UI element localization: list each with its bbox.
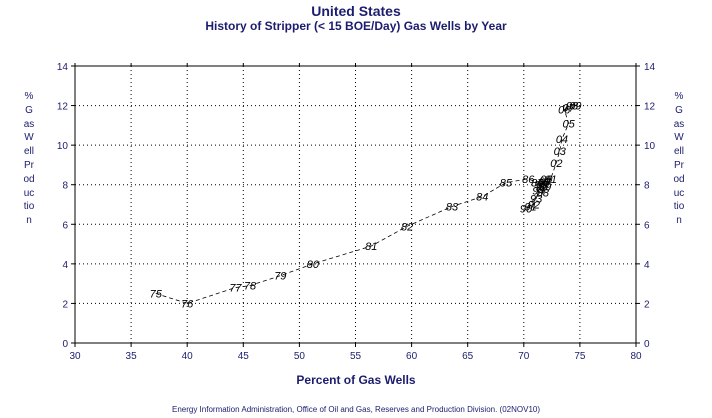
data-point-label: 01 [545,174,557,186]
data-point-label: 76 [181,298,194,310]
source-footnote: Energy Information Administration, Offic… [171,405,541,414]
data-point-label: 83 [446,201,459,213]
x-tick-label: 80 [630,351,642,362]
y-tick-label-left: 8 [62,181,68,192]
data-point-label: 99 [537,180,549,192]
data-point-label: 06 [558,105,571,117]
x-tick-label: 45 [238,351,250,362]
series-line [155,105,576,304]
data-point-label: 03 [554,146,567,158]
x-tick-label: 40 [182,351,194,362]
y-tick-label-right: 2 [644,299,650,310]
y-axis-label-left: % Gas Well Production [23,91,35,227]
data-point-label: 97 [538,178,551,190]
data-point-label: 84 [476,192,488,204]
data-point-label: 05 [563,118,576,130]
y-tick-label-left: 2 [62,299,68,310]
data-point-label: 93 [530,194,543,206]
data-point-label: 98 [539,176,552,188]
data-point-label: 95 [535,180,548,192]
y-tick-label-right: 8 [644,181,650,192]
y-tick-label-right: 0 [644,339,650,350]
plot-frame [74,65,637,344]
data-point-label: 85 [500,178,513,190]
data-point-label: 86 [522,174,535,186]
chart-subtitle: History of Stripper (< 15 BOE/Day) Gas W… [205,19,507,33]
x-tick-label: 65 [462,351,474,362]
data-point-label: 08 [566,101,579,113]
data-point-label: 96 [536,182,549,194]
data-point-label: 90 [520,203,533,215]
y-tick-label-left: 10 [57,141,69,152]
x-axis-label: Percent of Gas Wells [296,373,416,387]
data-point-label: 77 [229,283,242,295]
data-point-label: 87 [531,178,544,190]
y-tick-label-left: 6 [62,220,68,231]
y-tick-label-left: 12 [57,102,69,113]
y-tick-label-right: 14 [644,62,656,73]
data-point-label: 94 [532,186,544,198]
data-point-label: 92 [528,200,540,212]
y-tick-label-right: 10 [644,141,656,152]
data-point-label: 79 [274,271,286,283]
x-tick-label: 55 [350,351,362,362]
y-tick-label-left: 0 [62,339,68,350]
data-point-label: 80 [307,259,320,271]
x-tick-label: 35 [126,351,138,362]
y-tick-label-left: 14 [57,62,69,73]
x-tick-label: 70 [518,351,530,362]
data-point-label: 78 [244,281,257,293]
y-axis-label-right: % Gas Well Production [673,91,685,227]
data-point-label: 89 [539,182,551,194]
data-point-label: 02 [550,158,562,170]
chart-title: United States [311,3,401,19]
data-point-label: 88 [537,188,550,200]
x-tick-label: 75 [574,351,586,362]
grid-layer [75,66,636,343]
y-tick-label-right: 4 [644,260,650,271]
x-tick-label: 30 [69,351,81,362]
data-point-label: 04 [556,134,568,146]
x-tick-label: 50 [294,351,306,362]
data-point-label: 75 [150,289,163,301]
y-tick-label-right: 12 [644,102,656,113]
data-point-label: 09 [569,101,581,113]
data-point-label: 91 [524,201,536,213]
data-point-label: 82 [401,221,413,233]
y-tick-label-left: 4 [62,260,68,271]
data-point-label: 07 [563,103,576,115]
x-tick-label: 60 [406,351,418,362]
y-tick-label-right: 6 [644,220,650,231]
data-point-label: 00 [540,174,553,186]
data-point-label: 81 [365,241,377,253]
